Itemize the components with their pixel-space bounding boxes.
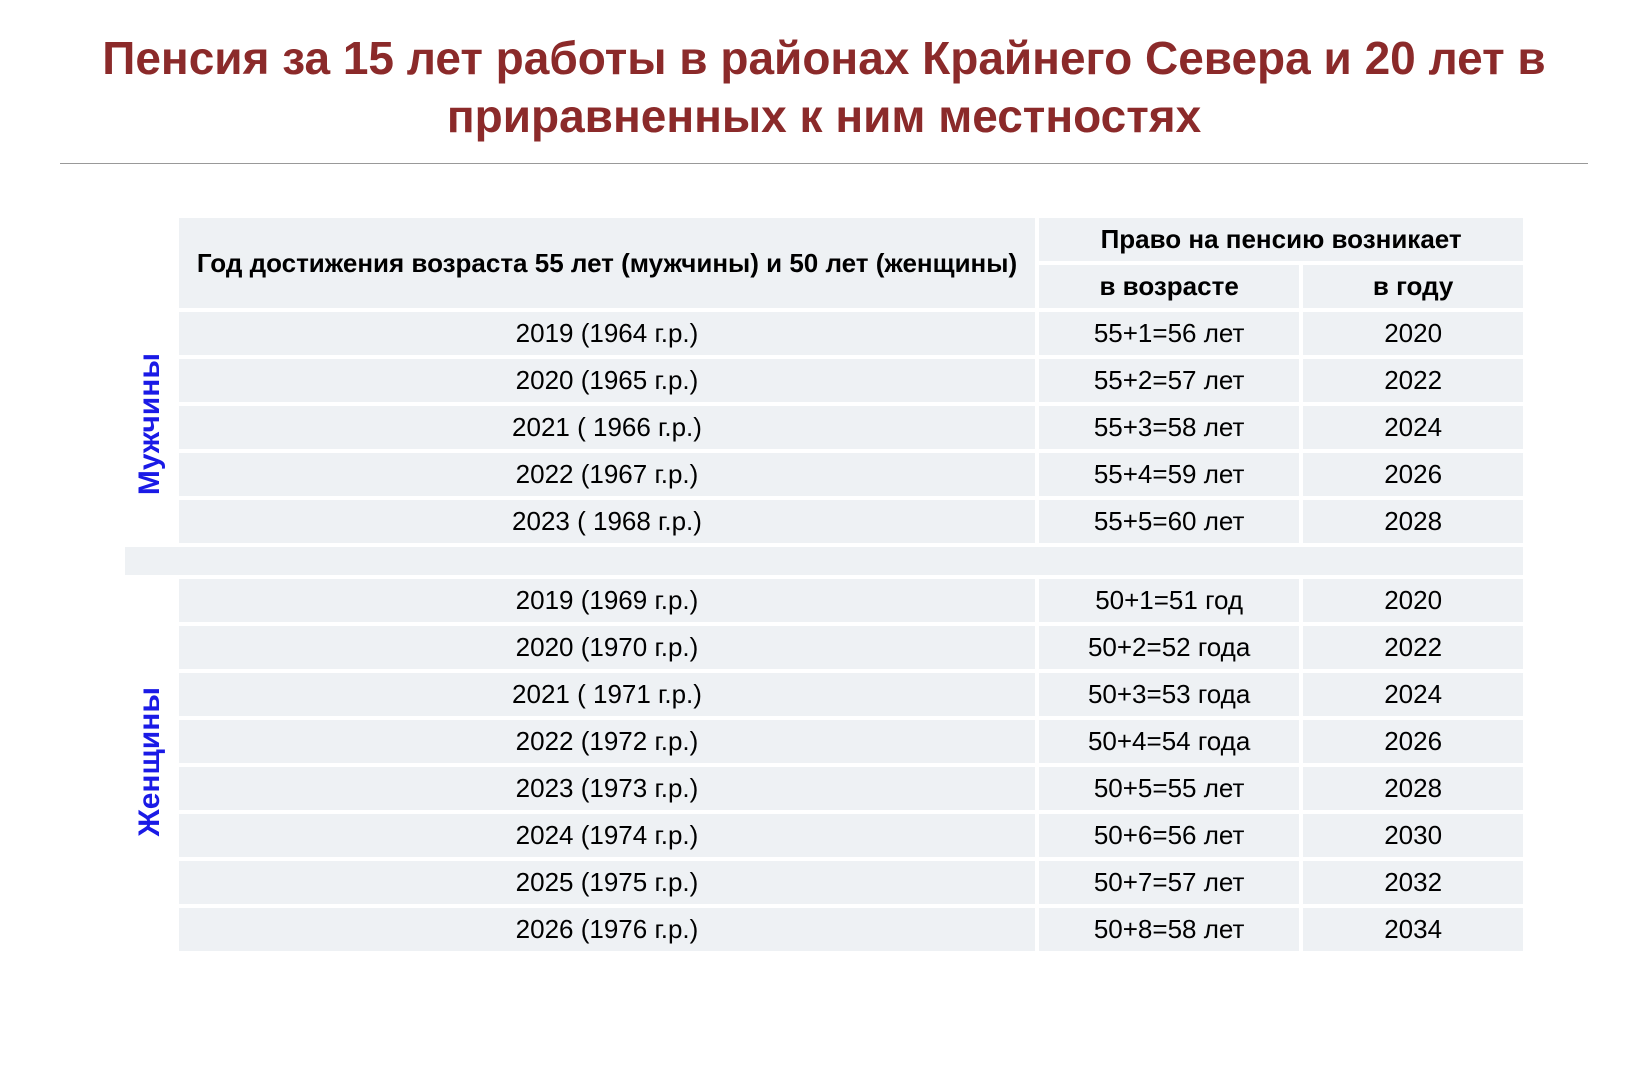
table-row: 2026 (1976 г.р.)50+8=58 лет2034 <box>125 908 1523 951</box>
table-row: 2023 ( 1968 г.р.)55+5=60 лет2028 <box>125 500 1523 543</box>
cell-pension-year: 2020 <box>1303 579 1523 622</box>
header-row-1: Год достижения возраста 55 лет (мужчины)… <box>125 218 1523 261</box>
cell-reach-year: 2023 ( 1968 г.р.) <box>179 500 1035 543</box>
cell-pension-age: 50+4=54 года <box>1039 720 1299 763</box>
cell-pension-year: 2034 <box>1303 908 1523 951</box>
table-row: Мужчины2019 (1964 г.р.)55+1=56 лет2020 <box>125 312 1523 355</box>
cell-reach-year: 2022 (1967 г.р.) <box>179 453 1035 496</box>
table-row: 2021 ( 1971 г.р.)50+3=53 года2024 <box>125 673 1523 716</box>
table-row: Женщины2019 (1969 г.р.)50+1=51 год2020 <box>125 579 1523 622</box>
table-row: 2024 (1974 г.р.)50+6=56 лет2030 <box>125 814 1523 857</box>
cell-pension-year: 2028 <box>1303 767 1523 810</box>
group-side-label: Мужчины <box>125 353 175 495</box>
cell-reach-year: 2019 (1964 г.р.) <box>179 312 1035 355</box>
table-row: 2020 (1970 г.р.)50+2=52 года2022 <box>125 626 1523 669</box>
cell-pension-age: 55+3=58 лет <box>1039 406 1299 449</box>
cell-pension-age: 55+1=56 лет <box>1039 312 1299 355</box>
table-wrapper: Год достижения возраста 55 лет (мужчины)… <box>40 214 1608 955</box>
group-side-label: Женщины <box>125 687 175 836</box>
table-row: 2022 (1967 г.р.)55+4=59 лет2026 <box>125 453 1523 496</box>
page: Пенсия за 15 лет работы в районах Крайне… <box>0 0 1648 995</box>
group-side-label-cell: Мужчины <box>125 312 175 543</box>
table-row: 2022 (1972 г.р.)50+4=54 года2026 <box>125 720 1523 763</box>
cell-reach-year: 2021 ( 1971 г.р.) <box>179 673 1035 716</box>
cell-reach-year: 2023 (1973 г.р.) <box>179 767 1035 810</box>
cell-pension-year: 2024 <box>1303 673 1523 716</box>
header-reach-age: Год достижения возраста 55 лет (мужчины)… <box>179 218 1035 308</box>
cell-reach-year: 2020 (1970 г.р.) <box>179 626 1035 669</box>
table-row: 2025 (1975 г.р.)50+7=57 лет2032 <box>125 861 1523 904</box>
cell-pension-year: 2032 <box>1303 861 1523 904</box>
table-row: 2023 (1973 г.р.)50+5=55 лет2028 <box>125 767 1523 810</box>
cell-pension-year: 2022 <box>1303 626 1523 669</box>
header-side-spacer <box>125 218 175 308</box>
pension-table: Год достижения возраста 55 лет (мужчины)… <box>121 214 1527 955</box>
cell-reach-year: 2020 (1965 г.р.) <box>179 359 1035 402</box>
cell-pension-year: 2028 <box>1303 500 1523 543</box>
cell-pension-age: 50+3=53 года <box>1039 673 1299 716</box>
group-spacer <box>125 547 1523 575</box>
cell-pension-age: 55+2=57 лет <box>1039 359 1299 402</box>
cell-pension-age: 50+7=57 лет <box>1039 861 1299 904</box>
cell-pension-age: 55+4=59 лет <box>1039 453 1299 496</box>
cell-reach-year: 2022 (1972 г.р.) <box>179 720 1035 763</box>
page-title: Пенсия за 15 лет работы в районах Крайне… <box>40 30 1608 145</box>
cell-pension-age: 50+8=58 лет <box>1039 908 1299 951</box>
cell-pension-age: 50+5=55 лет <box>1039 767 1299 810</box>
cell-pension-age: 50+2=52 года <box>1039 626 1299 669</box>
cell-pension-year: 2020 <box>1303 312 1523 355</box>
header-at-age: в возрасте <box>1039 265 1299 308</box>
cell-reach-year: 2025 (1975 г.р.) <box>179 861 1035 904</box>
group-side-label-cell: Женщины <box>125 579 175 951</box>
header-right-group: Право на пенсию возникает <box>1039 218 1523 261</box>
table-row: 2020 (1965 г.р.)55+2=57 лет2022 <box>125 359 1523 402</box>
cell-pension-year: 2026 <box>1303 720 1523 763</box>
cell-pension-year: 2024 <box>1303 406 1523 449</box>
title-rule <box>60 163 1588 164</box>
cell-reach-year: 2021 ( 1966 г.р.) <box>179 406 1035 449</box>
cell-pension-year: 2022 <box>1303 359 1523 402</box>
cell-pension-year: 2026 <box>1303 453 1523 496</box>
cell-pension-age: 55+5=60 лет <box>1039 500 1299 543</box>
cell-pension-age: 50+1=51 год <box>1039 579 1299 622</box>
table-row: 2021 ( 1966 г.р.)55+3=58 лет2024 <box>125 406 1523 449</box>
header-in-year: в году <box>1303 265 1523 308</box>
cell-reach-year: 2026 (1976 г.р.) <box>179 908 1035 951</box>
cell-pension-age: 50+6=56 лет <box>1039 814 1299 857</box>
cell-pension-year: 2030 <box>1303 814 1523 857</box>
cell-reach-year: 2019 (1969 г.р.) <box>179 579 1035 622</box>
cell-reach-year: 2024 (1974 г.р.) <box>179 814 1035 857</box>
